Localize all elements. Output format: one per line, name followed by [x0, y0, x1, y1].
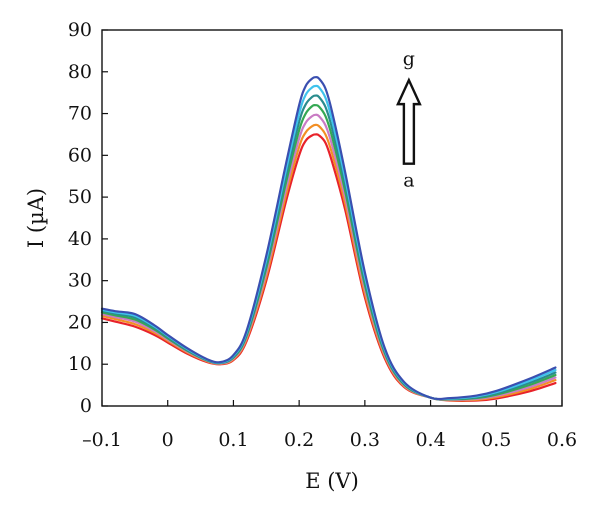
x-tick-label: –0.1 [82, 429, 122, 451]
x-tick-label: 0.5 [481, 429, 511, 451]
up-arrow-icon [396, 77, 422, 165]
series-line-a [100, 133, 557, 402]
y-tick-label: 80 [68, 61, 92, 83]
annotation-label-g: g [403, 48, 415, 70]
x-tick-label: 0.2 [284, 429, 314, 451]
annotation-layer: ga [396, 48, 422, 191]
ticks-layer: –0.1 0 0.1 0.2 0.3 0.4 0.5 0.6 0 10 20 30 40 50 60 70 80… [68, 19, 577, 451]
y-tick-label: 90 [68, 19, 92, 41]
y-tick-label: 0 [80, 395, 92, 417]
x-axis-title: E (V) [305, 469, 359, 493]
annotation-label-a: a [403, 169, 414, 191]
x-tick-label: 0 [162, 429, 174, 451]
y-axis-title: I (µA) [24, 188, 48, 248]
series-line-g [100, 76, 557, 401]
x-tick-label: 0.4 [415, 429, 445, 451]
y-tick-label: 30 [68, 270, 92, 292]
y-tick-label: 40 [68, 228, 92, 250]
series-layer [100, 76, 557, 402]
x-tick-label: 0.6 [547, 429, 577, 451]
x-tick-label: 0.1 [218, 429, 248, 451]
x-tick-label: 0.3 [350, 429, 380, 451]
series-line-b [100, 123, 557, 402]
series-line-c [100, 113, 557, 401]
y-tick-label: 70 [68, 103, 92, 125]
y-tick-label: 50 [68, 186, 92, 208]
y-tick-label: 60 [68, 144, 92, 166]
y-tick-label: 10 [68, 353, 92, 375]
plot-frame [101, 29, 563, 407]
y-tick-label: 20 [68, 311, 92, 333]
